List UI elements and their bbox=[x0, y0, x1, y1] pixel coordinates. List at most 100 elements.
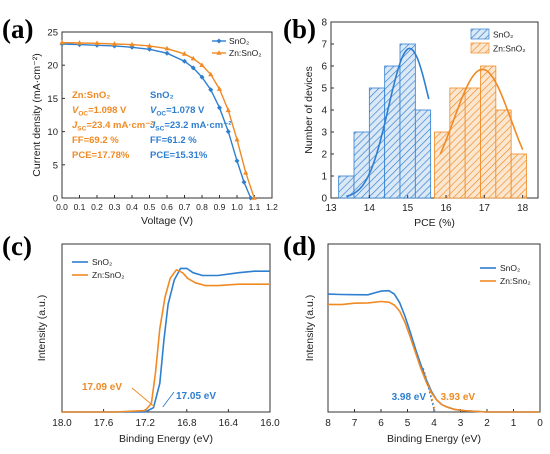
histogram-bar bbox=[480, 65, 497, 199]
data-point bbox=[243, 169, 249, 175]
data-point bbox=[225, 107, 231, 113]
panel-label-a: (a) bbox=[2, 14, 33, 44]
y-tick-label: 5 bbox=[321, 84, 327, 95]
data-point bbox=[225, 129, 231, 135]
x-tick-label: 1 bbox=[511, 418, 517, 429]
data-point bbox=[146, 43, 153, 48]
legend-label: SnO₂ bbox=[500, 263, 520, 273]
data-point bbox=[147, 46, 152, 52]
histogram-bar bbox=[399, 43, 416, 199]
data-point bbox=[217, 105, 222, 111]
data-point bbox=[182, 58, 187, 64]
x-tick-label: 0.6 bbox=[161, 202, 173, 212]
annotation-line: VOC=1.078 V bbox=[150, 105, 205, 118]
x-tick-label: 1.2 bbox=[266, 202, 278, 212]
x-tick-label: 16.0 bbox=[260, 418, 280, 429]
histogram-bar bbox=[414, 109, 432, 199]
x-axis-label: Voltage (V) bbox=[141, 215, 193, 227]
x-tick-label: 14 bbox=[364, 203, 376, 214]
data-point bbox=[234, 136, 240, 142]
y-tick-label: 0 bbox=[53, 194, 58, 205]
y-tick-label: 6 bbox=[321, 62, 327, 73]
data-point bbox=[181, 51, 188, 56]
x-tick-label: 0.4 bbox=[126, 202, 138, 212]
ups-cutoff-chart: 18.0 17.6 17.2 16.8 16.4 16.0 Binding Energy (… bbox=[36, 243, 280, 445]
legend-label: SnO₂ bbox=[493, 30, 513, 40]
annotation-title: Zn:SnO₂ bbox=[72, 90, 111, 101]
x-tick-label: 16.8 bbox=[177, 418, 197, 429]
x-tick-label: 17.2 bbox=[135, 418, 155, 429]
x-tick-label: 17.6 bbox=[94, 418, 114, 429]
x-tick-label: 5 bbox=[405, 418, 411, 429]
annotation-line: JSC=23.4 mA·cm⁻² bbox=[72, 120, 153, 133]
x-tick-label: 6 bbox=[378, 418, 384, 429]
legend-marker bbox=[216, 38, 222, 44]
data-point bbox=[164, 45, 170, 51]
x-tick-label: 4 bbox=[431, 418, 437, 429]
panel-label-d: (d) bbox=[283, 231, 316, 261]
annotation-line: FF=61.2 % bbox=[150, 135, 197, 146]
panel-label-b: (b) bbox=[283, 14, 316, 44]
x-tick-label: 0 bbox=[537, 418, 543, 429]
y-axis-label: Number of devices bbox=[303, 66, 315, 154]
x-axis-label: Binding Energy (eV) bbox=[387, 433, 481, 445]
x-tick-label: 18 bbox=[517, 203, 529, 214]
x-tick-label: 16.4 bbox=[219, 418, 239, 429]
y-tick-label: 5 bbox=[53, 160, 58, 171]
x-tick-label: 1.0 bbox=[231, 202, 243, 212]
gaussian-fit-line bbox=[439, 68, 524, 155]
y-tick-label: 25 bbox=[47, 28, 58, 39]
panel-label-c: (c) bbox=[2, 231, 32, 261]
pce-histogram-chart: 13 14 15 16 17 18 0 1 2 3 4 5 6 7 8 PCE (%) Number of de… bbox=[303, 18, 539, 229]
data-point bbox=[164, 50, 170, 56]
x-tick-label: 16 bbox=[440, 203, 452, 214]
y-tick-label: 20 bbox=[47, 61, 58, 72]
annotation-arrow bbox=[162, 391, 175, 408]
legend-swatch bbox=[470, 42, 490, 54]
legend-swatch bbox=[470, 28, 490, 40]
data-point bbox=[190, 65, 196, 71]
annotation-title: SnO₂ bbox=[150, 90, 174, 101]
y-tick-label: 15 bbox=[47, 94, 58, 105]
x-tick-label: 0.8 bbox=[196, 202, 208, 212]
onset-annotation: 3.93 eV bbox=[441, 392, 476, 403]
x-tick-label: 8 bbox=[325, 418, 331, 429]
legend-label: Zn:SnO₂ bbox=[493, 44, 526, 54]
legend-label: SnO₂ bbox=[92, 257, 112, 267]
onset-tangent-line bbox=[422, 368, 436, 413]
y-tick-label: 8 bbox=[321, 18, 327, 29]
x-tick-label: 0.3 bbox=[109, 202, 121, 212]
histogram-bar bbox=[384, 65, 401, 199]
histogram-bar bbox=[449, 87, 466, 199]
data-point bbox=[94, 40, 100, 46]
y-tick-label: 7 bbox=[321, 40, 327, 51]
data-point bbox=[234, 158, 240, 164]
x-tick-label: 15 bbox=[402, 203, 414, 214]
legend-marker bbox=[216, 50, 222, 55]
y-axis-label: Current density (mA·cm⁻²) bbox=[31, 53, 43, 176]
x-tick-label: 13 bbox=[325, 203, 337, 214]
annotation-line: VOC=1.098 V bbox=[72, 105, 127, 118]
data-point bbox=[111, 41, 118, 46]
x-tick-label: 3 bbox=[458, 418, 464, 429]
legend-label: Zn:SnO₂ bbox=[229, 48, 262, 58]
onset-annotation: 3.98 eV bbox=[392, 392, 427, 403]
series-line-sno2 bbox=[61, 43, 252, 199]
series-line-sno2 bbox=[327, 289, 540, 413]
series-line-zn-sno2 bbox=[62, 269, 270, 413]
x-tick-label: 0.9 bbox=[214, 202, 226, 212]
data-point bbox=[208, 71, 214, 77]
series-line-zn-sno2 bbox=[61, 41, 255, 199]
x-tick-label: 0.1 bbox=[74, 202, 86, 212]
x-tick-label: 2 bbox=[484, 418, 490, 429]
data-point bbox=[241, 179, 247, 185]
histogram-bar bbox=[464, 87, 481, 199]
data-point bbox=[251, 195, 257, 200]
cutoff-annotation: 17.09 eV bbox=[82, 382, 122, 393]
legend-label: Zn:Sno₂ bbox=[500, 276, 531, 286]
x-tick-label: 0.2 bbox=[91, 202, 103, 212]
y-tick-label: 10 bbox=[47, 127, 58, 138]
y-tick-label: 2 bbox=[321, 150, 327, 161]
jv-curve-chart: 0.0 0.1 0.2 0.3 0.4 0.5 0.6 0.7 0.8 0.9 1.0 1.1 1.2 0… bbox=[31, 28, 278, 228]
